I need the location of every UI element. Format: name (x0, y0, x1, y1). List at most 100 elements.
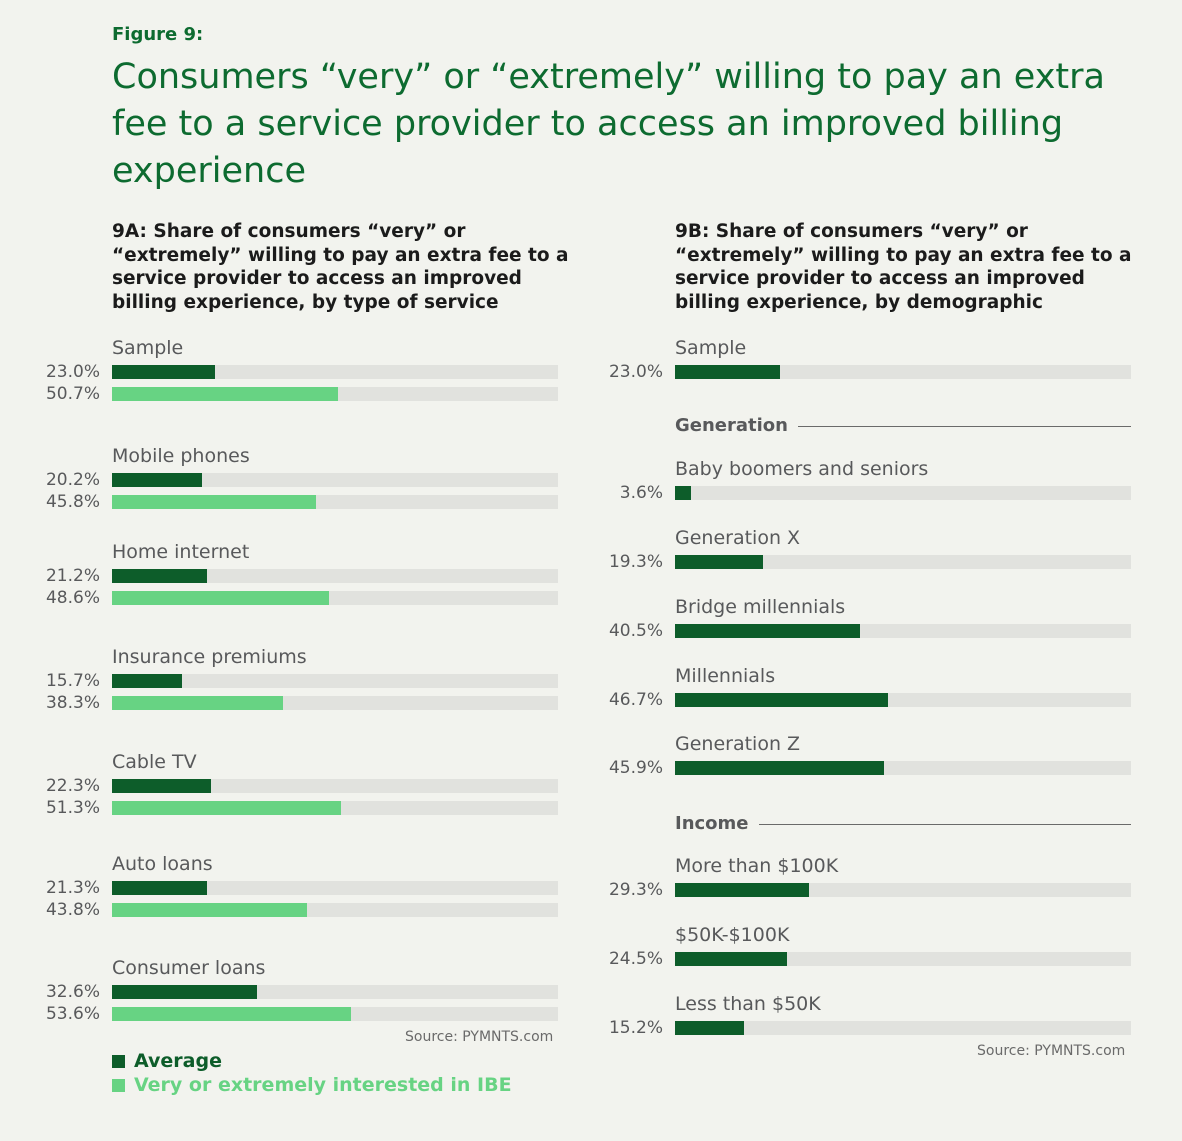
ibe-bar (112, 903, 308, 917)
bar-track (112, 696, 558, 710)
value-label: 15.2% (608, 1018, 663, 1038)
bar-track (675, 365, 1131, 379)
demographic-bar (675, 555, 763, 569)
value-label: 45.8% (45, 492, 100, 512)
category-label: Less than $50K (675, 993, 821, 1015)
category-label: Consumer loans (112, 957, 266, 979)
category-label: Home internet (112, 541, 250, 563)
chart-b-title: 9B: Share of consumers “very” or “extrem… (675, 221, 1132, 313)
value-label: 32.6% (45, 982, 100, 1002)
demographic-bar (675, 1021, 745, 1035)
value-label: 40.5% (608, 621, 663, 641)
value-label: 53.6% (45, 1004, 100, 1024)
category-label: Generation X (675, 527, 801, 549)
category-label: Insurance premiums (112, 646, 307, 668)
value-label: 20.2% (45, 470, 100, 490)
category-label: Bridge millennials (675, 596, 846, 618)
value-label: 15.7% (45, 671, 100, 691)
bar-track (112, 569, 558, 583)
demographic-bar (675, 952, 787, 966)
average-bar (112, 365, 215, 379)
bar-track (675, 1021, 1131, 1035)
bar-track (675, 486, 1131, 500)
bar-track (675, 693, 1131, 707)
value-label: 3.6% (619, 483, 663, 503)
category-label: Millennials (675, 665, 776, 687)
ibe-bar (112, 495, 317, 509)
bar-track (112, 365, 558, 379)
value-label: 19.3% (608, 552, 663, 572)
demographic-bar (675, 761, 885, 775)
value-label: 23.0% (608, 362, 663, 382)
legend-ibe-label: Very or extremely interested in IBE (134, 1074, 512, 1096)
ibe-bar (112, 696, 283, 710)
value-label: 48.6% (45, 588, 100, 608)
bar-track (112, 985, 558, 999)
section-heading: Income (675, 812, 1131, 836)
value-label: 23.0% (45, 362, 100, 382)
ibe-bar (112, 801, 341, 815)
section-rule (675, 426, 1131, 427)
demographic-bar (675, 883, 809, 897)
value-label: 50.7% (45, 384, 100, 404)
legend-ibe-swatch (112, 1079, 125, 1092)
value-label: 22.3% (45, 776, 100, 796)
value-label: 24.5% (608, 949, 663, 969)
bar-track (675, 624, 1131, 638)
bar-track (675, 952, 1131, 966)
average-bar (112, 985, 258, 999)
value-label: 43.8% (45, 900, 100, 920)
category-label: $50K-$100K (675, 924, 790, 946)
bar-track (112, 779, 558, 793)
bar-track (112, 801, 558, 815)
value-label: 38.3% (45, 693, 100, 713)
legend-average-label: Average (134, 1050, 222, 1072)
demographic-bar (675, 486, 692, 500)
category-label: Mobile phones (112, 445, 250, 467)
ibe-bar (112, 1007, 352, 1021)
average-bar (112, 779, 212, 793)
bar-track (675, 883, 1131, 897)
bar-track (675, 761, 1131, 775)
legend-ibe: Very or extremely interested in IBE (112, 1074, 512, 1096)
average-bar (112, 473, 203, 487)
value-label: 46.7% (608, 690, 663, 710)
category-label: Cable TV (112, 751, 197, 773)
value-label: 45.9% (608, 758, 663, 778)
average-bar (112, 569, 207, 583)
figure-title: Consumers “very” or “extremely” willing … (112, 57, 1105, 191)
section-rule (675, 824, 1131, 825)
section-heading-label: Generation (675, 414, 798, 438)
demographic-bar (675, 624, 860, 638)
demographic-bar (675, 365, 780, 379)
bar-track (112, 674, 558, 688)
chart-a-source: Source: PYMNTS.com (405, 1029, 554, 1045)
bar-track (112, 387, 558, 401)
average-bar (112, 674, 183, 688)
chart-b-source: Source: PYMNTS.com (977, 1043, 1126, 1059)
value-label: 29.3% (608, 880, 663, 900)
category-label: Sample (675, 337, 747, 359)
legend-average: Average (112, 1050, 222, 1072)
section-heading: Generation (675, 414, 1131, 438)
section-heading-label: Income (675, 812, 759, 836)
average-bar (112, 881, 207, 895)
category-label: Sample (112, 337, 184, 359)
value-label: 21.3% (45, 878, 100, 898)
bar-track (112, 591, 558, 605)
bar-track (675, 555, 1131, 569)
demographic-bar (675, 693, 888, 707)
category-label: Generation Z (675, 733, 801, 755)
ibe-bar (112, 387, 339, 401)
bar-track (112, 903, 558, 917)
legend-average-swatch (112, 1055, 125, 1068)
chart-a-title: 9A: Share of consumers “very” or “extrem… (112, 221, 569, 313)
bar-track (112, 1007, 558, 1021)
figure-label: Figure 9: (112, 24, 204, 45)
ibe-bar (112, 591, 329, 605)
value-label: 21.2% (45, 566, 100, 586)
bar-track (112, 881, 558, 895)
category-label: Baby boomers and seniors (675, 458, 929, 480)
bar-track (112, 495, 558, 509)
bar-track (112, 473, 558, 487)
